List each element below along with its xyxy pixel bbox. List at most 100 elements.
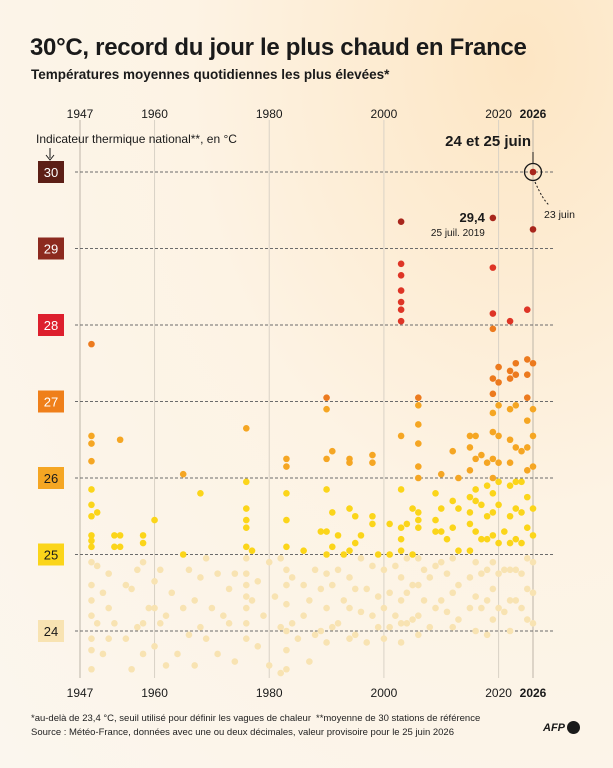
data-point bbox=[415, 509, 422, 516]
data-point bbox=[397, 524, 405, 532]
data-point bbox=[449, 623, 457, 631]
data-point bbox=[489, 310, 497, 317]
data-point bbox=[111, 620, 118, 627]
data-point bbox=[134, 566, 141, 574]
data-point bbox=[489, 455, 497, 463]
data-point bbox=[455, 581, 462, 589]
data-point bbox=[426, 623, 434, 631]
data-point bbox=[397, 639, 405, 646]
data-point bbox=[518, 509, 525, 516]
data-point bbox=[323, 551, 330, 558]
data-point bbox=[380, 604, 388, 612]
data-point bbox=[397, 574, 405, 581]
data-point bbox=[397, 260, 405, 268]
data-point bbox=[489, 490, 497, 497]
data-point bbox=[202, 635, 210, 642]
data-point bbox=[466, 467, 474, 474]
data-point bbox=[506, 566, 514, 574]
data-point bbox=[242, 620, 250, 627]
data-point bbox=[489, 474, 497, 482]
data-point bbox=[466, 444, 474, 451]
data-point bbox=[397, 547, 405, 554]
data-point bbox=[483, 459, 491, 467]
data-point bbox=[415, 402, 422, 409]
data-point bbox=[518, 604, 525, 612]
x-tick-label-top: 1980 bbox=[256, 107, 283, 121]
data-point bbox=[88, 612, 95, 619]
data-point bbox=[518, 570, 525, 577]
data-point bbox=[317, 528, 325, 535]
data-point bbox=[288, 574, 296, 581]
data-point bbox=[501, 566, 508, 574]
data-point bbox=[512, 597, 520, 604]
data-point bbox=[374, 593, 382, 600]
data-point bbox=[260, 612, 267, 619]
data-point bbox=[483, 482, 491, 489]
data-point bbox=[306, 597, 313, 604]
x-tick-label-bottom: 2020 bbox=[485, 686, 512, 700]
data-point bbox=[88, 440, 95, 447]
data-point bbox=[93, 509, 101, 516]
data-point bbox=[242, 593, 250, 600]
data-point bbox=[323, 455, 330, 463]
data-point bbox=[523, 394, 531, 401]
data-point bbox=[363, 585, 371, 593]
data-point bbox=[397, 317, 405, 325]
data-point bbox=[512, 402, 520, 409]
data-point bbox=[529, 405, 537, 413]
data-point bbox=[105, 570, 112, 577]
data-point bbox=[449, 589, 457, 597]
data-point bbox=[523, 467, 531, 474]
data-point bbox=[116, 532, 124, 539]
afp-logo: AFP bbox=[543, 721, 580, 734]
data-point bbox=[415, 394, 422, 401]
data-point bbox=[329, 543, 336, 551]
data-point bbox=[346, 574, 353, 581]
data-point bbox=[506, 539, 514, 547]
data-point bbox=[99, 650, 107, 658]
data-point bbox=[386, 520, 393, 528]
data-point bbox=[197, 490, 204, 497]
data-point bbox=[242, 516, 250, 524]
data-point bbox=[323, 528, 330, 535]
data-point bbox=[93, 620, 101, 627]
data-point bbox=[415, 463, 422, 470]
y-tick-label: 27 bbox=[44, 395, 58, 410]
data-point bbox=[415, 474, 422, 482]
data-point bbox=[415, 612, 422, 619]
data-point bbox=[466, 604, 474, 612]
data-point bbox=[523, 493, 531, 501]
data-point bbox=[495, 478, 502, 486]
data-point bbox=[317, 627, 325, 635]
data-point bbox=[283, 463, 290, 470]
data-point bbox=[386, 589, 393, 597]
y-tick-box bbox=[38, 620, 64, 642]
data-point bbox=[501, 608, 508, 616]
data-point bbox=[523, 306, 531, 314]
data-point bbox=[380, 635, 388, 642]
data-point bbox=[426, 574, 434, 581]
x-tick-label-bottom: 1947 bbox=[67, 686, 94, 700]
data-point bbox=[242, 478, 250, 486]
data-point bbox=[265, 662, 273, 669]
data-point bbox=[472, 497, 479, 505]
data-point bbox=[254, 643, 262, 650]
data-point bbox=[472, 528, 479, 535]
data-point bbox=[466, 547, 474, 554]
data-point bbox=[311, 631, 319, 639]
data-point bbox=[495, 604, 502, 612]
data-point bbox=[483, 512, 491, 520]
data-point bbox=[300, 547, 307, 554]
data-point bbox=[191, 662, 198, 669]
data-point bbox=[529, 589, 537, 597]
data-point bbox=[156, 566, 164, 574]
y-tick-box bbox=[38, 467, 64, 489]
y-tick-label: 28 bbox=[44, 318, 58, 333]
data-point bbox=[523, 417, 531, 424]
y-tick-label: 24 bbox=[44, 624, 58, 639]
data-point bbox=[397, 271, 405, 279]
data-point bbox=[437, 505, 445, 512]
data-point bbox=[248, 547, 256, 554]
data-point bbox=[105, 604, 112, 612]
data-point bbox=[489, 532, 497, 539]
